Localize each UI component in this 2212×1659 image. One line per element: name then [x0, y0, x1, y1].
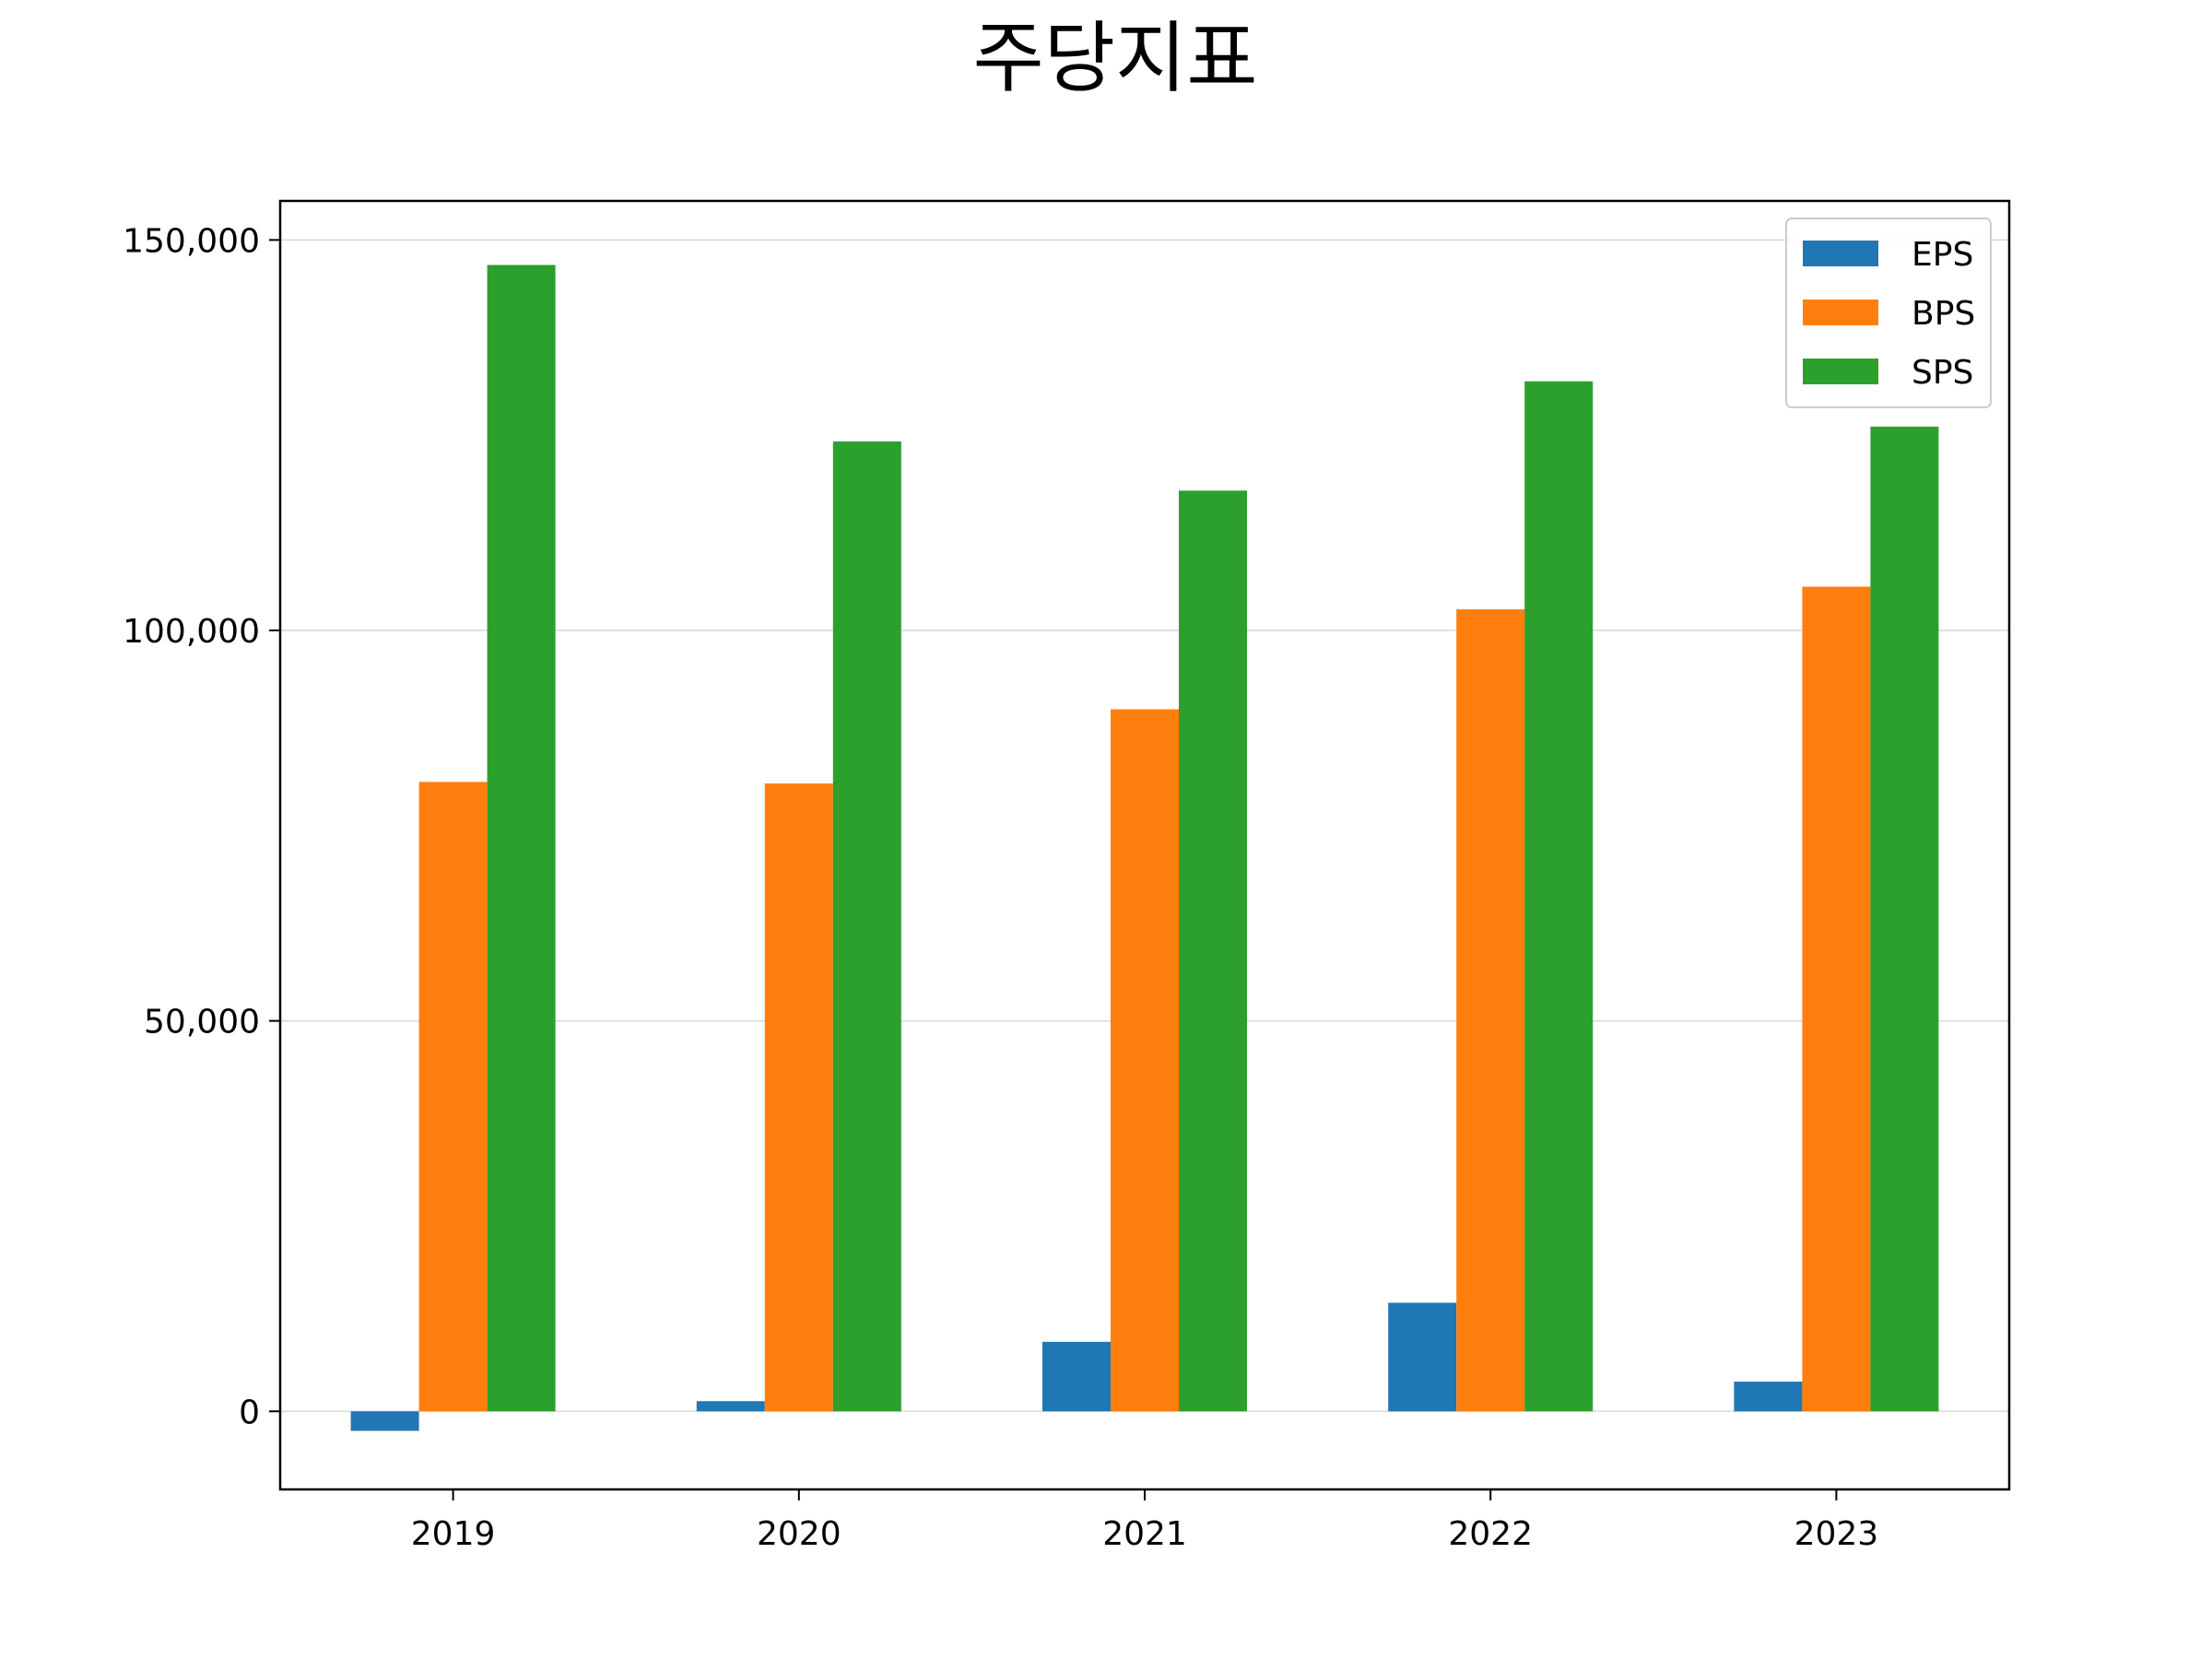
- bar-bps-2022: [1456, 609, 1525, 1412]
- y-tick-label: 0: [239, 1394, 260, 1431]
- legend-label-sps: SPS: [1912, 354, 1973, 392]
- legend-swatch-eps: [1803, 241, 1878, 266]
- chart-title: 주당지표: [972, 13, 1257, 103]
- bar-bps-2020: [764, 783, 833, 1412]
- y-tick-label: 150,000: [123, 222, 260, 260]
- legend: EPS BPS SPS: [1785, 218, 1992, 408]
- bar-eps-2019: [350, 1411, 419, 1431]
- bar-eps-2021: [1042, 1341, 1111, 1412]
- x-tick-label: 2021: [1102, 1515, 1187, 1553]
- bar-sps-2023: [1870, 426, 1939, 1412]
- bar-eps-2022: [1388, 1302, 1457, 1412]
- bar-bps-2019: [418, 782, 488, 1412]
- bar-bps-2023: [1802, 586, 1871, 1412]
- legend-label-bps: BPS: [1912, 295, 1975, 333]
- bar-eps-2023: [1734, 1382, 1803, 1412]
- bar-sps-2020: [832, 441, 901, 1412]
- x-tick-label: 2022: [1448, 1515, 1533, 1553]
- bar-sps-2022: [1524, 381, 1594, 1412]
- bar-sps-2021: [1179, 490, 1247, 1412]
- legend-swatch-bps: [1803, 300, 1878, 325]
- x-tick-label: 2020: [757, 1515, 841, 1553]
- y-tick-label: 100,000: [123, 613, 260, 651]
- legend-label-eps: EPS: [1912, 236, 1973, 274]
- bar-sps-2019: [487, 265, 556, 1412]
- y-axis: 0 50,000 100,000 150,000: [123, 222, 280, 1431]
- legend-swatch-sps: [1803, 359, 1878, 384]
- bars: [350, 265, 1939, 1431]
- x-tick-label: 2023: [1794, 1515, 1879, 1553]
- x-axis: 2019 2020 2021 2022 2023: [411, 1489, 1878, 1553]
- x-tick-label: 2019: [411, 1515, 496, 1553]
- y-tick-label: 50,000: [144, 1004, 260, 1041]
- bar-eps-2020: [696, 1401, 765, 1412]
- bar-bps-2021: [1111, 709, 1179, 1412]
